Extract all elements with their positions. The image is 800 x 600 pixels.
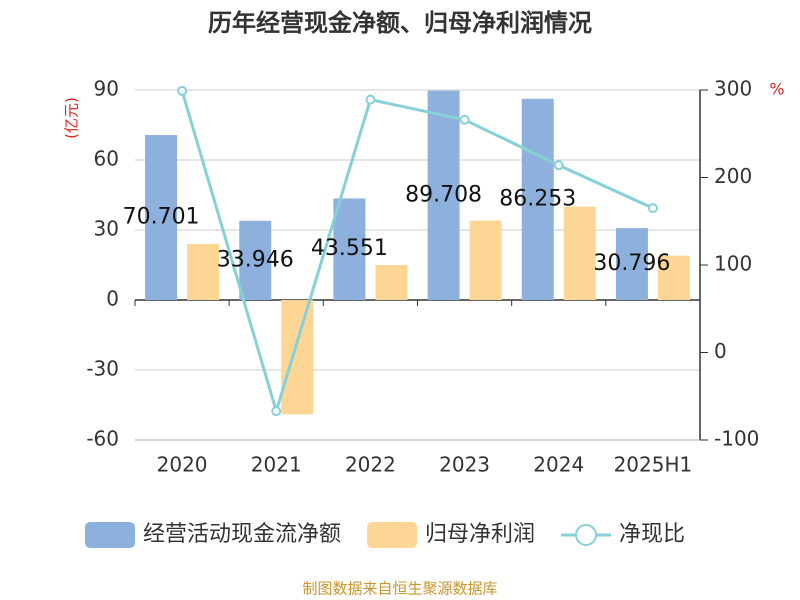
x-tick-label: 2024 — [533, 453, 584, 477]
y-tick-label: -60 — [86, 427, 119, 451]
y2-tick-label: 300 — [714, 77, 752, 101]
line-point — [177, 85, 188, 96]
y2-axis-label: % — [769, 80, 784, 99]
y-tick-label: -30 — [86, 357, 119, 381]
value-label: 70.701 — [123, 205, 200, 230]
bar — [333, 198, 366, 300]
y-tick-label: 0 — [106, 287, 119, 311]
legend-label: 净现比 — [619, 522, 685, 547]
x-tick-label: 2025H1 — [614, 453, 693, 477]
bar — [615, 228, 648, 300]
y2-tick-label: 200 — [714, 164, 752, 188]
y2-tick-label: 100 — [714, 252, 752, 276]
line — [180, 90, 654, 417]
bar — [563, 206, 596, 300]
legend-swatch — [367, 522, 418, 548]
value-label: 30.796 — [593, 251, 670, 276]
y-tick-label: 30 — [94, 217, 119, 241]
legend-label: 经营活动现金流净额 — [143, 522, 341, 547]
chart-title: 历年经营现金净额、归母净利润情况 — [208, 9, 592, 37]
bar — [145, 135, 178, 300]
value-label: 43.551 — [311, 236, 388, 261]
bar — [469, 220, 502, 300]
bar — [281, 300, 314, 415]
bar — [521, 98, 554, 300]
source-note: 制图数据来自恒生聚源数据库 — [302, 580, 497, 598]
y2-tick-label: 0 — [714, 339, 727, 363]
bar — [427, 90, 460, 300]
value-label: 33.946 — [217, 247, 294, 272]
bar — [657, 255, 690, 300]
legend-swatch — [575, 524, 598, 546]
y2-tick-label: -100 — [714, 427, 759, 451]
line-point — [553, 160, 564, 171]
y-axis-label: (亿元) — [63, 97, 81, 139]
line-point — [459, 114, 470, 125]
x-tick-label: 2023 — [439, 453, 490, 477]
value-label: 86.253 — [499, 186, 576, 211]
line-point — [647, 203, 658, 214]
y-tick-label: 60 — [94, 147, 119, 171]
legend-swatch — [85, 522, 135, 548]
bar — [375, 265, 408, 300]
value-label: 89.708 — [405, 182, 482, 207]
bar — [187, 244, 220, 300]
x-tick-label: 2021 — [251, 453, 302, 477]
x-tick-label: 2020 — [157, 453, 208, 477]
bar — [239, 220, 272, 300]
legend-label: 归母净利润 — [425, 522, 535, 547]
line-point — [271, 406, 282, 417]
y-tick-label: 90 — [94, 77, 119, 101]
line-point — [365, 94, 376, 105]
x-tick-label: 2022 — [345, 453, 396, 477]
